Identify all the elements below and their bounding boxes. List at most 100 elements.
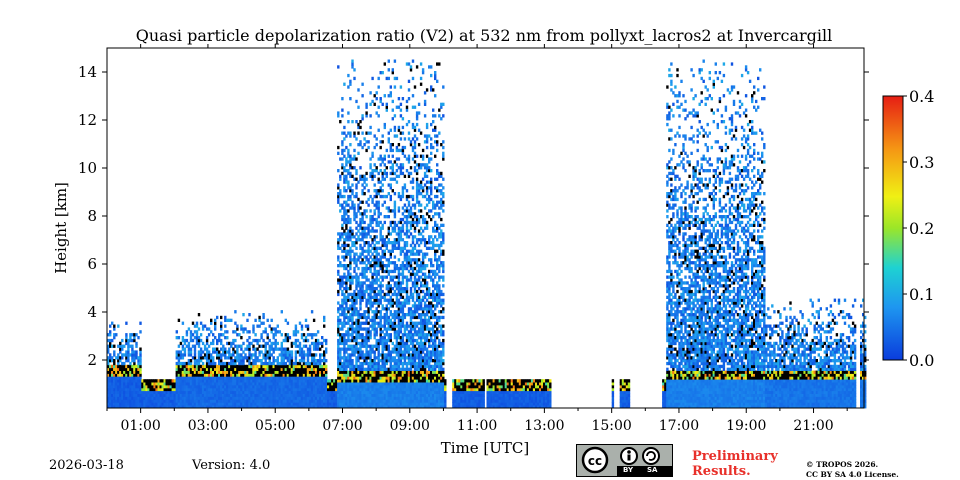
heatmap-cell xyxy=(417,315,421,320)
heatmap-cell xyxy=(125,379,128,383)
heatmap-cell xyxy=(407,396,411,400)
heatmap-cell xyxy=(181,338,185,343)
heatmap-cell xyxy=(347,183,350,187)
heatmap-cell xyxy=(121,373,124,377)
heatmap-cell xyxy=(321,385,324,389)
heatmap-cell xyxy=(312,373,316,377)
heatmap-cell xyxy=(264,402,267,406)
heatmap-cell xyxy=(199,402,203,406)
heatmap-cell xyxy=(123,390,126,394)
heatmap-cell xyxy=(377,76,380,81)
heatmap-cell xyxy=(113,336,116,340)
heatmap-cell xyxy=(373,330,376,334)
heatmap-cell xyxy=(139,353,142,357)
heatmap-cell xyxy=(125,359,128,363)
heatmap-cell xyxy=(314,353,318,357)
heatmap-cell xyxy=(183,370,187,374)
heatmap-cell xyxy=(375,255,378,259)
heatmap-cell xyxy=(292,333,296,337)
heatmap-cell xyxy=(274,402,277,406)
heatmap-cell xyxy=(379,284,382,288)
heatmap-cell xyxy=(409,261,413,265)
heatmap-cell xyxy=(403,313,407,317)
heatmap-cell xyxy=(258,379,261,383)
heatmap-cell xyxy=(187,370,191,374)
heatmap-cell xyxy=(397,235,401,239)
heatmap-cell xyxy=(363,292,366,297)
heatmap-cell xyxy=(401,212,405,216)
heatmap-cell xyxy=(321,382,324,386)
heatmap-cell xyxy=(258,376,261,380)
heatmap-cell xyxy=(254,393,257,397)
heatmap-cell xyxy=(399,393,403,397)
heatmap-cell xyxy=(157,390,160,394)
heatmap-cell xyxy=(411,266,415,271)
heatmap-cell xyxy=(210,364,213,369)
heatmap-cell xyxy=(343,301,346,305)
heatmap-cell xyxy=(383,169,386,173)
heatmap-cell xyxy=(389,367,392,371)
heatmap-cell xyxy=(240,361,243,366)
heatmap-cell xyxy=(383,356,386,360)
heatmap-cell xyxy=(238,376,241,380)
heatmap-cell xyxy=(403,324,407,328)
heatmap-cell xyxy=(387,399,390,403)
heatmap-cell xyxy=(207,405,211,409)
heatmap-cell xyxy=(367,356,370,360)
heatmap-cell xyxy=(282,359,285,363)
heatmap-cell xyxy=(115,387,118,392)
heatmap-cell xyxy=(123,370,126,374)
heatmap-cell xyxy=(369,405,372,409)
heatmap-cell xyxy=(369,364,372,369)
heatmap-cell xyxy=(385,76,388,81)
heatmap-cell xyxy=(286,356,290,360)
heatmap-cell xyxy=(377,356,380,360)
heatmap-cell xyxy=(363,315,366,320)
heatmap-cell xyxy=(177,399,181,403)
heatmap-cell xyxy=(323,353,326,357)
heatmap-cell xyxy=(351,292,354,297)
heatmap-cell xyxy=(411,344,415,348)
heatmap-cell xyxy=(210,341,213,346)
heatmap-cell xyxy=(240,344,243,348)
heatmap-cell xyxy=(135,387,138,392)
heatmap-cell xyxy=(339,321,342,325)
heatmap-cell xyxy=(345,304,348,308)
heatmap-cell xyxy=(294,338,298,343)
heatmap-cell xyxy=(294,356,298,360)
heatmap-cell xyxy=(397,387,401,392)
heatmap-cell xyxy=(286,370,290,374)
heatmap-cell xyxy=(357,289,360,294)
heatmap-cell xyxy=(355,356,358,360)
heatmap-cell xyxy=(373,310,376,314)
heatmap-cell xyxy=(207,353,211,357)
heatmap-cell xyxy=(407,382,411,386)
heatmap-cell xyxy=(117,324,120,328)
heatmap-cell xyxy=(339,393,342,397)
heatmap-cell xyxy=(256,390,259,394)
heatmap-cell xyxy=(407,220,411,225)
heatmap-cell xyxy=(373,261,376,265)
heatmap-cell xyxy=(228,353,231,357)
heatmap-cell xyxy=(343,373,346,377)
heatmap-cell xyxy=(377,382,380,386)
heatmap-cell xyxy=(185,393,189,397)
heatmap-cell xyxy=(399,382,403,386)
heatmap-cell xyxy=(347,220,350,225)
heatmap-cell xyxy=(226,402,229,406)
heatmap-cell xyxy=(153,382,156,386)
heatmap-cell xyxy=(341,203,344,207)
heatmap-cell xyxy=(383,157,386,161)
heatmap-cell xyxy=(349,189,352,193)
heatmap-cell xyxy=(349,252,352,256)
heatmap-cell xyxy=(274,393,277,397)
heatmap-cell xyxy=(383,399,386,403)
heatmap-cell xyxy=(385,108,388,112)
heatmap-cell xyxy=(353,166,356,170)
heatmap-cell xyxy=(256,396,259,400)
heatmap-cell xyxy=(407,157,411,161)
heatmap-cell xyxy=(411,356,415,360)
heatmap-cell xyxy=(270,379,273,383)
heatmap-cell xyxy=(240,402,243,406)
heatmap-cell xyxy=(119,402,122,406)
